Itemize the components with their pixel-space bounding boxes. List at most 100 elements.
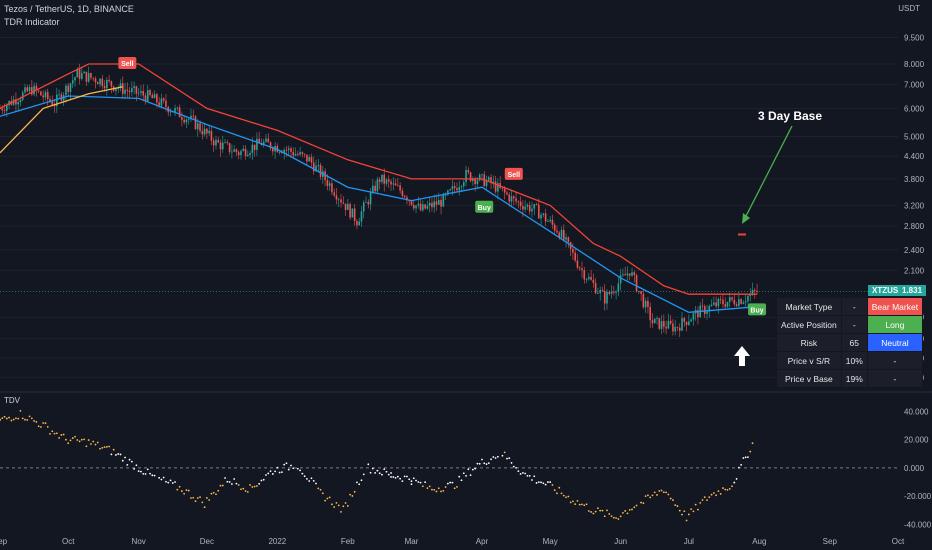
tdv-dot	[278, 471, 281, 474]
candle-body	[690, 319, 692, 322]
candle-body	[467, 169, 470, 173]
candle-body	[590, 276, 592, 280]
candle-body	[453, 186, 456, 189]
candle-body	[28, 87, 31, 92]
tdv-dot	[367, 463, 370, 466]
candle-body	[251, 144, 254, 153]
candle-body	[674, 326, 677, 332]
tdv-label[interactable]: TDV	[4, 396, 20, 405]
candle-body	[169, 111, 172, 113]
candle-body	[635, 275, 638, 292]
indicator-label[interactable]: TDR Indicator	[4, 17, 60, 27]
tdv-dot	[96, 441, 99, 444]
candle-body	[642, 293, 645, 308]
tdv-dot	[337, 504, 340, 507]
info-mid: 65	[840, 333, 868, 352]
candle-body	[158, 102, 160, 106]
candle-body	[78, 69, 81, 79]
tdv-dot	[1, 417, 4, 419]
tdv-dot	[517, 470, 520, 473]
candle-body	[262, 141, 265, 146]
y-tick-label: 9.500	[904, 33, 925, 42]
tdv-dot	[19, 410, 22, 412]
candle-body	[362, 202, 365, 212]
tdv-dot	[371, 467, 374, 470]
candle-body	[292, 151, 295, 156]
candle-body	[410, 200, 413, 205]
candle-body	[415, 205, 417, 209]
candle-body	[42, 95, 44, 98]
candle-body	[526, 204, 529, 207]
candle-body	[40, 91, 42, 96]
candle-body	[183, 119, 185, 123]
candle-body	[683, 318, 686, 322]
candle-body	[515, 198, 517, 202]
tdv-tick-label: -20.000	[904, 492, 932, 501]
tdv-dot	[344, 502, 347, 504]
candle-body	[31, 87, 33, 95]
candle-body	[624, 274, 626, 276]
tdv-dot	[728, 487, 731, 490]
tdv-dot	[622, 511, 624, 514]
tdv-dot	[65, 438, 67, 441]
info-value: Long	[866, 315, 924, 334]
candle-body	[326, 180, 329, 186]
candle-body	[581, 268, 583, 271]
info-label: Active Position	[776, 315, 842, 334]
tdv-dot	[315, 482, 317, 485]
candle-body	[162, 98, 165, 101]
candle-body	[367, 201, 370, 205]
candle-body	[601, 289, 604, 292]
tdv-dot	[676, 505, 679, 507]
tdv-dot	[483, 462, 486, 465]
tdv-dot	[306, 478, 308, 480]
annotation-text: 3 Day Base	[758, 109, 822, 123]
candle-body	[735, 304, 738, 306]
tdv-dot	[469, 474, 472, 477]
candle-body	[422, 204, 424, 211]
candle-body	[365, 201, 367, 203]
x-tick-label: 2022	[268, 537, 286, 546]
tdv-dot	[271, 473, 274, 475]
candle-body	[90, 73, 92, 78]
candle-body	[103, 86, 106, 89]
tdv-dot	[233, 478, 236, 480]
candle-body	[406, 197, 408, 201]
candle-body	[676, 326, 679, 328]
tdv-dot	[5, 417, 8, 420]
tdv-dot	[112, 448, 115, 451]
tdv-dot	[94, 443, 97, 446]
tdv-dot	[308, 480, 311, 482]
candle-body	[92, 77, 95, 79]
candle-body	[17, 102, 19, 105]
info-label: Price v S/R	[776, 351, 842, 370]
tdv-dot	[99, 447, 101, 450]
candle-body	[349, 203, 351, 218]
tdv-dot	[726, 489, 729, 491]
candle-body	[185, 119, 188, 123]
tdv-dot	[0, 419, 1, 421]
x-tick-label: Oct	[892, 537, 905, 546]
tdv-dot	[87, 439, 90, 441]
candle-body	[94, 78, 97, 83]
candle-body	[399, 185, 401, 191]
tdv-dot	[26, 419, 29, 421]
candle-body	[121, 83, 124, 94]
tdv-dot	[356, 481, 358, 484]
candle-body	[456, 188, 458, 191]
tdv-dot	[515, 466, 517, 469]
candle-body	[540, 214, 542, 219]
tdv-tick-label: 0.000	[904, 464, 925, 473]
candle-body	[638, 291, 640, 292]
tdv-dot	[135, 464, 138, 467]
tdv-dot	[747, 456, 749, 459]
tdv-dot	[460, 479, 463, 482]
candle-body	[187, 119, 190, 121]
candle-body	[460, 186, 463, 188]
tdv-dot	[510, 462, 513, 464]
candle-body	[65, 85, 67, 96]
candle-body	[740, 299, 742, 304]
tdv-dot	[719, 493, 722, 495]
tdv-dot	[83, 438, 86, 441]
